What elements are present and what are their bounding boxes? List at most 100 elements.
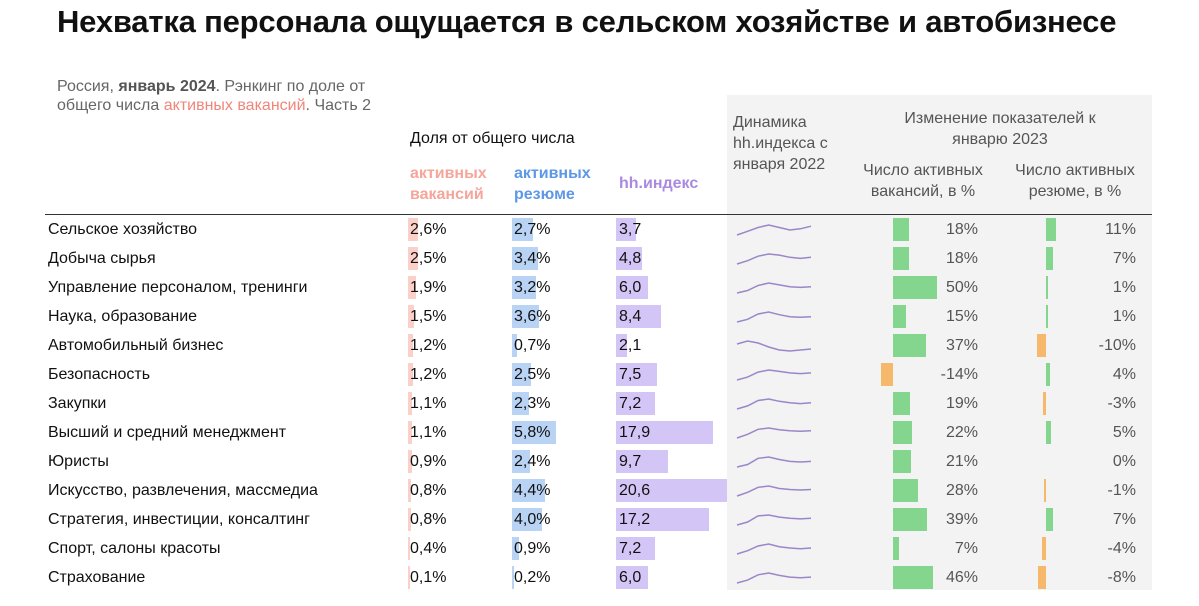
sparkline-path (736, 282, 812, 294)
table-row: Стратегия, инвестиции, консалтинг 0,8% 4,0… (0, 505, 1199, 534)
sparkline-path (736, 398, 812, 410)
grey-panel (727, 95, 1152, 590)
resumes-bar (512, 421, 557, 444)
vacancies-value: 1,5% (410, 308, 447, 325)
sparkline (736, 340, 812, 352)
sparkline (736, 253, 812, 265)
resumes-bar (512, 479, 546, 502)
vacancies-bar (408, 479, 412, 502)
hh-value: 7,5 (619, 366, 642, 383)
change-resumes-bar (1042, 537, 1046, 560)
sparkline-path (736, 543, 812, 555)
resumes-value: 0,7% (514, 337, 551, 354)
hh-bar (616, 421, 713, 444)
table-row: Управление персоналом, тренинги 1,9% 3,2% 6… (0, 273, 1199, 302)
hh-value: 17,9 (619, 424, 651, 441)
share-header: Доля от общего числа (410, 130, 575, 147)
resumes-bar (512, 334, 518, 357)
vacancies-value: 1,2% (410, 337, 447, 354)
resumes-bar (512, 508, 543, 531)
hh-bar (616, 566, 649, 589)
change-vacancies-value: -14% (940, 366, 978, 383)
change-vacancies-header: Число активных вакансий, в % (863, 162, 983, 200)
change-resumes-bar (1046, 508, 1053, 531)
vacancies-bar (408, 305, 414, 328)
table-row: Высший и средний менеджмент 1,1% 5,8% 17,9 2… (0, 418, 1199, 447)
hh-bar (616, 247, 642, 270)
category-label: Добыча сырья (48, 250, 156, 267)
subtitle-part1: Россия, (57, 78, 119, 95)
resumes-value: 2,7% (514, 221, 551, 238)
change-resumes-value: 11% (1105, 221, 1136, 238)
vacancies-value: 0,8% (410, 482, 447, 499)
change-resumes-bar (1046, 218, 1057, 241)
change-vacancies-bar (880, 363, 893, 386)
sparkline-path (736, 253, 812, 265)
hh-bar (616, 305, 662, 328)
change-vacancies-value: 37% (945, 337, 978, 354)
resumes-bar (512, 276, 537, 299)
change-vacancies-bar (893, 450, 912, 473)
vacancies-value: 1,2% (410, 366, 447, 383)
category-label: Спорт, салоны красоты (48, 540, 221, 557)
change-resumes-bar (1046, 247, 1053, 270)
change-vacancies-bar (893, 537, 900, 560)
change-resumes-bar (1046, 305, 1048, 328)
table-row: Наука, образование 1,5% 3,6% 8,4 15% 1% (0, 302, 1199, 331)
resumes-bar (512, 537, 519, 560)
change-resumes-value: -4% (1107, 540, 1136, 557)
table-row: Страхование 0,1% 0,2% 6,0 46% -8% (0, 563, 1199, 592)
vacancies-value: 0,4% (410, 540, 447, 557)
category-label: Управление персоналом, тренинги (48, 279, 308, 296)
resumes-value: 3,4% (514, 250, 551, 267)
vacancies-value: 0,1% (410, 569, 447, 586)
resumes-value: 3,6% (514, 308, 551, 325)
hh-header: hh.индекс (619, 175, 699, 192)
hh-value: 7,2 (619, 540, 642, 557)
change-vacancies-value: 15% (945, 308, 978, 325)
sparkline (736, 543, 812, 555)
resumes-bar (512, 218, 533, 241)
hh-value: 3,7 (619, 221, 642, 238)
hh-value: 8,4 (619, 308, 642, 325)
vacancies-value: 2,6% (410, 221, 447, 238)
change-vacancies-value: 22% (945, 424, 978, 441)
hh-bar (616, 479, 728, 502)
resumes-value: 4,0% (514, 511, 551, 528)
sparkline-path (736, 369, 812, 381)
table-row: Автомобильный бизнес 1,2% 0,7% 2,1 37% -10% (0, 331, 1199, 360)
change-resumes-value: 7% (1112, 511, 1136, 528)
vacancies-bar (408, 218, 419, 241)
subtitle-bold: январь 2024 (118, 78, 216, 95)
vacancies-value: 0,9% (410, 453, 447, 470)
change-vacancies-value: 28% (945, 482, 978, 499)
vacancies-value: 0,8% (410, 511, 447, 528)
change-resumes-bar (1043, 392, 1046, 415)
category-label: Автомобильный бизнес (48, 337, 224, 354)
sparkline (736, 311, 812, 323)
sparkline (736, 485, 812, 497)
change-vacancies-value: 18% (945, 221, 978, 238)
hh-bar (616, 508, 709, 531)
change-vacancies-bar (893, 247, 909, 270)
change-vacancies-value: 50% (945, 279, 978, 296)
resumes-bar (512, 566, 514, 589)
vacancies-bar (408, 334, 413, 357)
change-vacancies-bar (893, 508, 928, 531)
sparkline-path (736, 427, 812, 439)
change-vacancies-bar (893, 305, 907, 328)
sparkline-path (736, 340, 812, 352)
chart-subtitle: Россия, январь 2024. Рэнкинг по доле от … (57, 77, 417, 115)
resumes-value: 2,4% (514, 453, 551, 470)
vacancies-bar (408, 247, 418, 270)
hh-bar (616, 276, 649, 299)
change-resumes-value: 0% (1112, 453, 1136, 470)
vacancies-bar (408, 566, 410, 589)
vacancies-bar (408, 450, 412, 473)
resumes-value: 4,4% (514, 482, 551, 499)
category-label: Страхование (48, 569, 146, 586)
hh-bar (616, 450, 669, 473)
hh-bar (616, 218, 636, 241)
change-vacancies-bar (893, 479, 918, 502)
change-resumes-header: Число активных резюме, в % (1015, 162, 1135, 200)
